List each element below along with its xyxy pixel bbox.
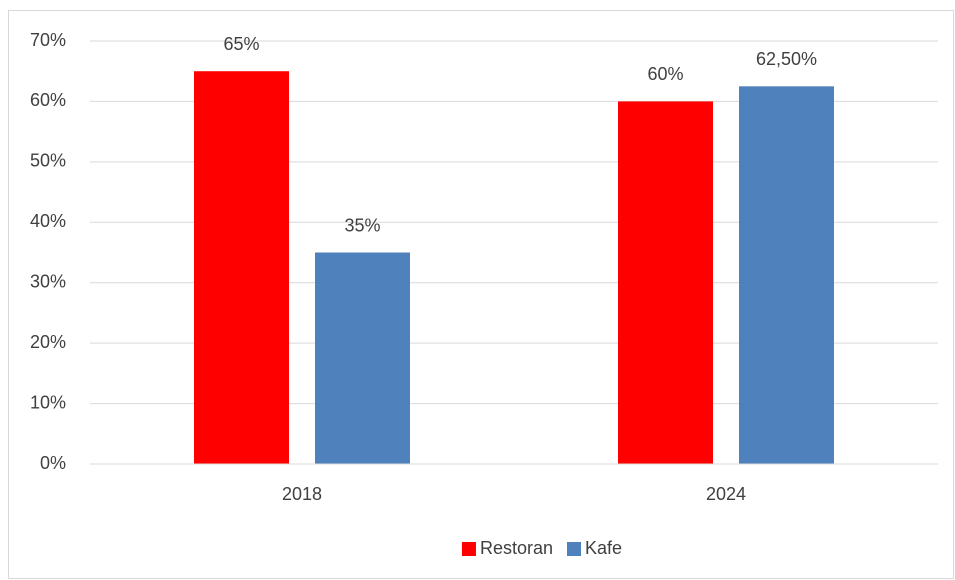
bar: [315, 252, 410, 464]
bar: [618, 101, 713, 464]
bar: [194, 71, 289, 464]
legend-label: Restoran: [480, 538, 553, 558]
x-tick-label: 2024: [706, 484, 746, 504]
data-label: 35%: [344, 215, 380, 235]
y-tick-label: 10%: [30, 392, 66, 412]
y-tick-label: 30%: [30, 271, 66, 291]
data-label: 65%: [223, 34, 259, 54]
data-label: 60%: [647, 64, 683, 84]
y-tick-label: 20%: [30, 332, 66, 352]
legend-label: Kafe: [585, 538, 622, 558]
y-tick-label: 40%: [30, 211, 66, 231]
y-tick-label: 70%: [30, 30, 66, 50]
x-tick-label: 2018: [282, 484, 322, 504]
y-tick-label: 60%: [30, 90, 66, 110]
legend-swatch: [461, 542, 476, 556]
bar: [739, 86, 834, 465]
y-tick-label: 0%: [40, 453, 66, 473]
y-tick-label: 50%: [30, 151, 66, 171]
data-label: 62,50%: [756, 49, 817, 69]
legend-swatch: [567, 542, 582, 556]
